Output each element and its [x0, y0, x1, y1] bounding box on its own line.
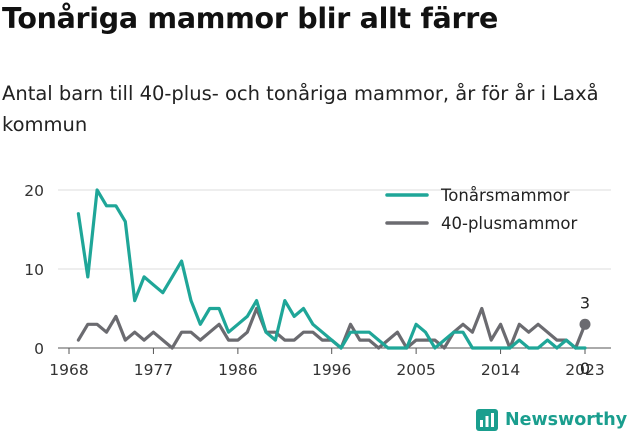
y-tick-label: 10 [24, 261, 44, 279]
legend-label-40-plusmammor: 40-plusmammor [441, 214, 577, 233]
x-tick-label: 2014 [481, 361, 520, 379]
x-tick-label: 1968 [49, 361, 88, 379]
end-label-40-plusmammor: 3 [580, 293, 590, 312]
newsworthy-logo: Newsworthy [476, 409, 627, 431]
end-markers: 30 [579, 293, 591, 378]
series-lines [76, 188, 587, 350]
y-tick-label: 20 [24, 182, 44, 200]
end-label-tonarsmammor: 0 [580, 359, 590, 378]
end-point-40-plusmammor [579, 318, 591, 330]
y-tick-label: 0 [34, 340, 44, 358]
legend: Tonårsmammor 40-plusmammor [385, 186, 577, 233]
x-tick-label: 1996 [312, 361, 351, 379]
newsworthy-chart-icon [476, 409, 498, 431]
x-tick-label: 2005 [396, 361, 435, 379]
x-axis-ticks: 1968 1977 1986 1996 2005 2014 2023 [49, 348, 605, 379]
gridlines [58, 189, 611, 270]
y-axis-labels: 0 10 20 [24, 182, 44, 358]
chart-title: Tonåriga mammor blir allt färre [2, 2, 499, 35]
legend-label-ton-rsmammor: Tonårsmammor [440, 186, 570, 205]
chart-subtitle: Antal barn till 40-plus- och tonåriga ma… [2, 82, 599, 136]
brand-name: Newsworthy [505, 410, 628, 430]
series-line-ton-rsmammor [76, 188, 587, 350]
x-tick-label: 1977 [134, 361, 173, 379]
x-tick-label: 2023 [565, 361, 604, 379]
x-tick-label: 1986 [218, 361, 257, 379]
